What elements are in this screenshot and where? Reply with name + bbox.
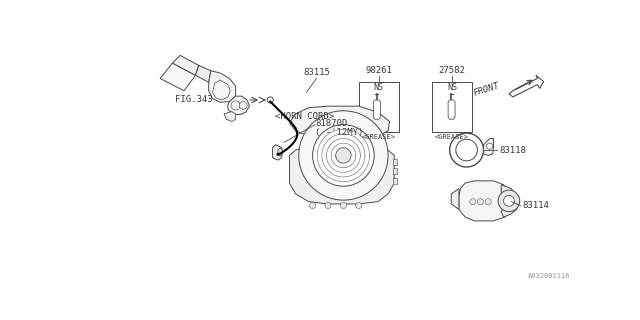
Text: 83114: 83114 [522, 201, 549, 210]
Circle shape [477, 198, 484, 205]
Circle shape [456, 139, 477, 161]
Polygon shape [393, 168, 397, 174]
Polygon shape [373, 100, 380, 119]
Circle shape [498, 190, 520, 212]
Text: NS: NS [447, 83, 457, 92]
Polygon shape [228, 96, 250, 115]
Polygon shape [393, 158, 397, 165]
Circle shape [340, 203, 346, 209]
Text: <HORN CORD>: <HORN CORD> [275, 112, 335, 121]
Circle shape [485, 198, 492, 205]
Circle shape [504, 196, 515, 206]
Polygon shape [289, 145, 394, 204]
Polygon shape [484, 139, 493, 156]
Circle shape [267, 97, 273, 103]
Polygon shape [172, 55, 198, 75]
Circle shape [336, 148, 351, 163]
Text: FRONT: FRONT [473, 81, 501, 98]
Polygon shape [273, 145, 282, 160]
Text: 27582: 27582 [438, 66, 465, 75]
Text: FIG.343: FIG.343 [175, 95, 212, 105]
Polygon shape [501, 185, 519, 217]
Text: 83118: 83118 [499, 146, 526, 155]
Circle shape [356, 203, 362, 209]
Circle shape [312, 124, 374, 186]
Polygon shape [278, 148, 283, 156]
Polygon shape [448, 100, 455, 119]
Polygon shape [509, 75, 543, 97]
Text: <GREASE>: <GREASE> [362, 134, 396, 140]
Text: NS: NS [374, 83, 384, 92]
Bar [432, 82, 472, 132]
Text: 83115: 83115 [303, 68, 330, 77]
Circle shape [450, 133, 484, 167]
Polygon shape [209, 71, 236, 102]
Text: ( -'12MY): ( -'12MY) [315, 128, 364, 137]
Polygon shape [451, 188, 459, 209]
Text: 81870D: 81870D [315, 119, 347, 128]
Circle shape [470, 198, 476, 205]
Polygon shape [224, 112, 236, 122]
Circle shape [299, 111, 388, 200]
Circle shape [239, 101, 247, 109]
Polygon shape [459, 181, 511, 221]
Polygon shape [196, 65, 211, 82]
Circle shape [486, 143, 493, 149]
Polygon shape [289, 106, 390, 139]
Text: <GREASE>: <GREASE> [435, 134, 469, 140]
Circle shape [310, 203, 316, 209]
Bar [359, 82, 399, 132]
Text: 98261: 98261 [365, 66, 392, 75]
Circle shape [325, 203, 331, 209]
Polygon shape [393, 178, 397, 184]
Text: A832001116: A832001116 [528, 273, 570, 279]
Circle shape [231, 101, 240, 110]
Polygon shape [160, 63, 196, 91]
